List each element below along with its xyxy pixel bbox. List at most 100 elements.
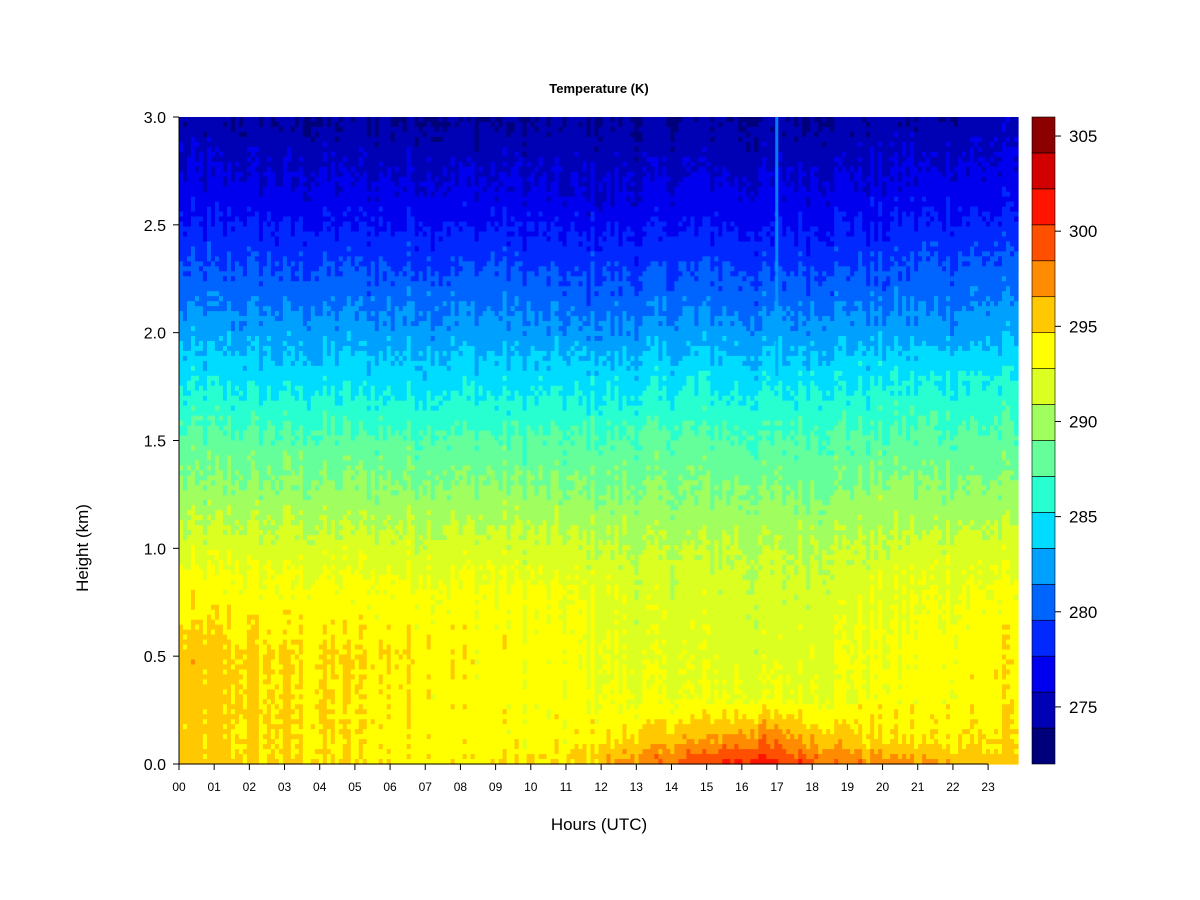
heatmap-cell [279,132,284,138]
heatmap-cell [227,371,232,377]
heatmap-cell [195,475,200,481]
heatmap-cell [287,426,292,432]
heatmap-cell [223,296,228,302]
heatmap-cell [307,416,312,422]
heatmap-cell [247,455,252,461]
heatmap-cell [215,386,220,392]
heatmap-cell [247,505,252,511]
heatmap-cell [255,202,260,208]
heatmap-cell [259,635,264,641]
heatmap-cell [299,152,304,158]
heatmap-cell [183,256,188,262]
heatmap-cell [295,465,300,471]
heatmap-cell [315,207,320,213]
heatmap-cell [243,719,248,725]
heatmap-cell [219,525,224,531]
heatmap-cell [271,679,276,685]
heatmap-cell [315,525,320,531]
heatmap-cell [267,615,272,621]
heatmap-cell [283,391,288,397]
heatmap-cell [295,132,300,138]
heatmap-cell [323,744,328,750]
heatmap-cell [307,615,312,621]
heatmap-cell [183,217,188,223]
heatmap-cell [235,520,240,526]
heatmap-cell [215,246,220,252]
heatmap-cell [239,376,244,382]
heatmap-cell [307,346,312,352]
heatmap-cell [299,346,304,352]
heatmap-cell [311,371,316,377]
heatmap-cell [275,689,280,695]
heatmap-cell [247,316,252,322]
heatmap-cell [231,331,236,337]
heatmap-cell [287,147,292,153]
heatmap-cell [303,152,308,158]
heatmap-cell [191,530,196,536]
heatmap-cell [227,441,232,447]
heatmap-cell [323,590,328,596]
heatmap-cell [303,246,308,252]
heatmap-cell [251,475,256,481]
heatmap-cell [327,510,332,516]
heatmap-cell [295,635,300,641]
heatmap-cell [195,192,200,198]
heatmap-cell [323,316,328,322]
heatmap-cell [231,416,236,422]
heatmap-cell [191,565,196,571]
heatmap-cell [327,699,332,705]
heatmap-cell [283,694,288,700]
heatmap-cell [251,485,256,491]
heatmap-cell [207,545,212,551]
heatmap-cell [255,266,260,272]
heatmap-cell [267,306,272,312]
heatmap-cell [219,460,224,466]
heatmap-cell [299,555,304,561]
heatmap-cell [255,251,260,257]
heatmap-cell [215,341,220,347]
heatmap-cell [179,361,184,367]
heatmap-cell [191,426,196,432]
heatmap-cell [307,694,312,700]
heatmap-cell [251,565,256,571]
heatmap-cell [299,689,304,695]
heatmap-cell [327,157,332,163]
heatmap-cell [219,261,224,267]
heatmap-cell [199,729,204,735]
heatmap-cell [191,475,196,481]
heatmap-cell [239,739,244,745]
heatmap-cell [203,436,208,442]
heatmap-cell [211,406,216,412]
heatmap-cell [203,147,208,153]
heatmap-cell [311,495,316,501]
heatmap-cell [203,341,208,347]
heatmap-cell [227,321,232,327]
heatmap-cell [187,575,192,581]
heatmap-cell [275,560,280,566]
heatmap-cell [291,306,296,312]
heatmap-cell [307,122,312,128]
heatmap-cell [227,535,232,541]
heatmap-cell [327,226,332,232]
heatmap-cell [195,396,200,402]
heatmap-cell [199,724,204,730]
heatmap-cell [319,664,324,670]
heatmap-cell [291,147,296,153]
heatmap-cell [303,286,308,292]
heatmap-cell [263,699,268,705]
heatmap-cell [211,396,216,402]
heatmap-cell [235,162,240,168]
heatmap-cell [211,147,216,153]
heatmap-cell [259,465,264,471]
heatmap-cell [307,177,312,183]
heatmap-cell [183,664,188,670]
heatmap-cell [187,172,192,178]
heatmap-cell [263,341,268,347]
heatmap-cell [191,286,196,292]
heatmap-cell [303,202,308,208]
heatmap-cell [267,147,272,153]
heatmap-cell [263,600,268,606]
heatmap-cell [255,724,260,730]
heatmap-cell [235,615,240,621]
heatmap-cell [271,525,276,531]
